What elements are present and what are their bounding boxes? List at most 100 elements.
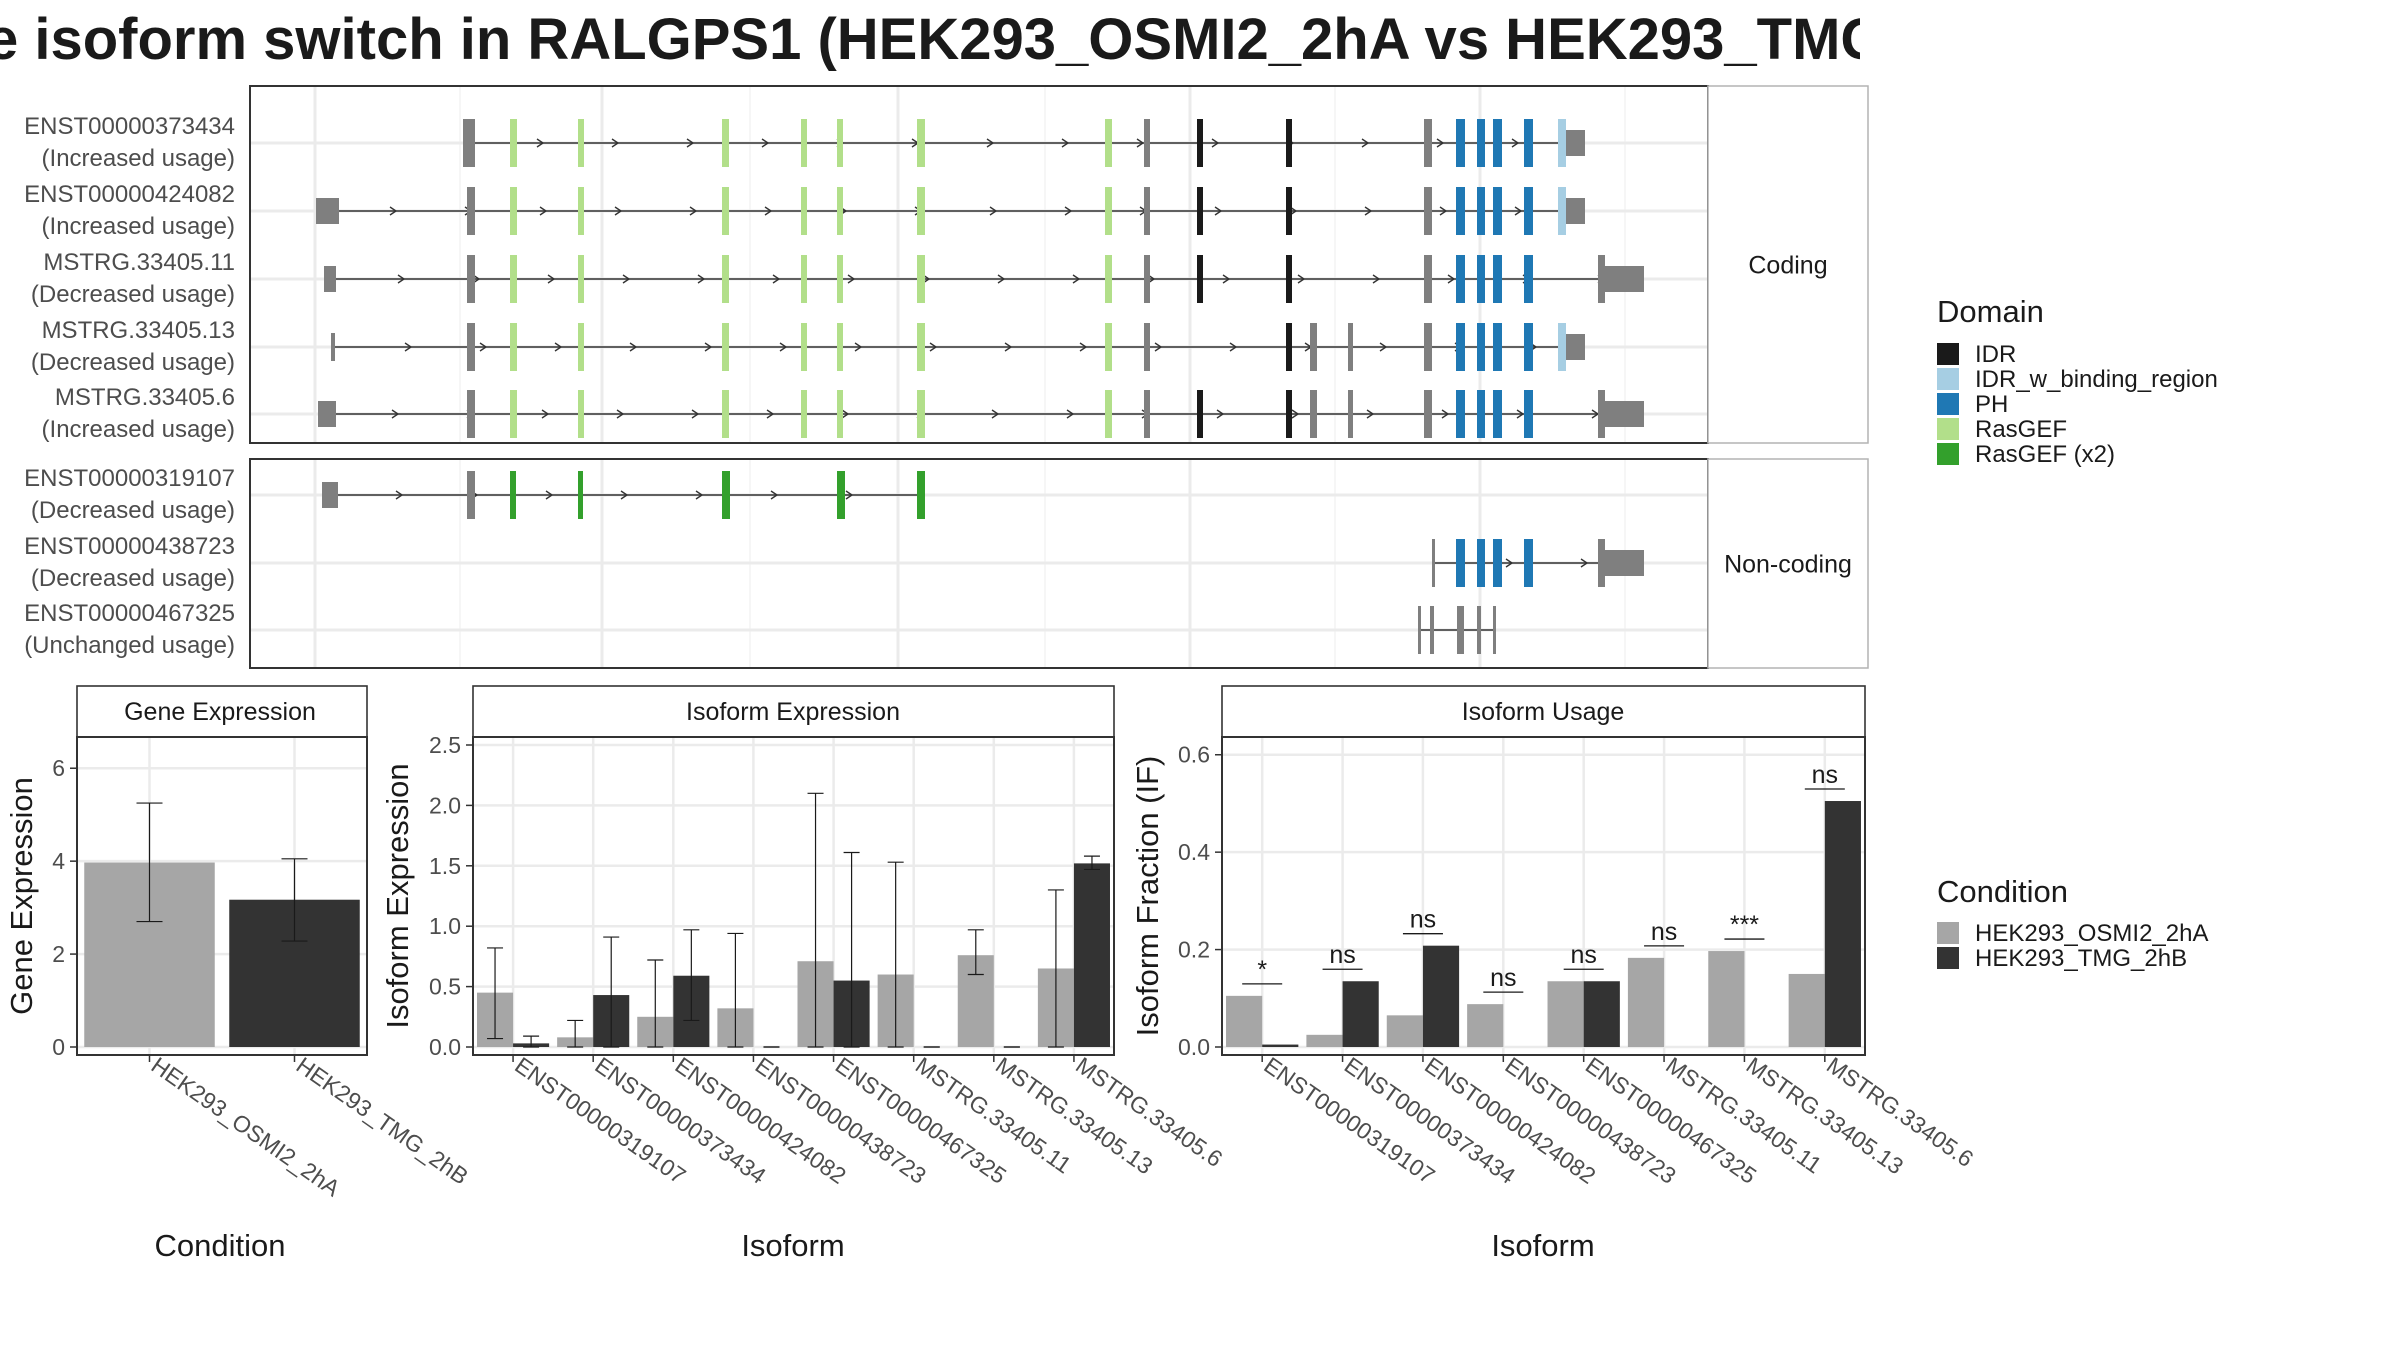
exon [318, 401, 336, 427]
domain-exon [722, 255, 729, 303]
significance-label: ns [1410, 906, 1436, 934]
domain-exon [837, 323, 843, 371]
domain-exon [1493, 539, 1502, 587]
exon [1144, 187, 1150, 235]
y-tick-label: 4 [52, 848, 65, 874]
domain-exon [837, 390, 843, 438]
isoform-row-label: ENST00000319107 [24, 465, 235, 492]
domain-exon [1524, 390, 1533, 438]
intron-arrow [1066, 409, 1075, 419]
y-tick-label: 0.0 [429, 1034, 461, 1060]
domain-exon [578, 323, 584, 371]
exon [1604, 550, 1644, 576]
intron-arrow [404, 342, 413, 352]
domain-exon [510, 471, 516, 519]
intron-arrow [772, 274, 781, 284]
facet-label: Non-coding [1724, 551, 1852, 579]
domain-exon [1477, 119, 1485, 167]
exon [1424, 390, 1432, 438]
exon [1310, 390, 1317, 438]
isoform-usage-label: (Increased usage) [42, 213, 235, 240]
intron-arrow [1514, 206, 1523, 216]
x-axis-title: Condition [155, 1228, 286, 1263]
facet-strip-1 [1707, 458, 1869, 669]
intron-arrow [989, 206, 998, 216]
domain-exon [1493, 323, 1502, 371]
y-tick-label: 0 [52, 1034, 65, 1060]
panel-strip-2 [1221, 685, 1866, 738]
intron-arrow [997, 274, 1006, 284]
isoform-row-label: ENST00000424082 [24, 181, 235, 208]
domain-exon [801, 187, 807, 235]
exon [467, 119, 475, 167]
intron-arrow [1372, 274, 1381, 284]
y-tick-label: 2.5 [429, 732, 461, 758]
domain-exon [1493, 255, 1502, 303]
intron-arrow [854, 342, 863, 352]
exon [467, 187, 475, 235]
domain-exon [1456, 539, 1465, 587]
domain-exon [1286, 390, 1292, 438]
intron-arrow [620, 490, 629, 500]
bar [1386, 1015, 1423, 1047]
significance-label: ns [1329, 941, 1355, 969]
page-title-text: e isoform switch in RALGPS1 (HEK293_OSMI… [0, 7, 1860, 72]
domain-exon [1197, 187, 1203, 235]
domain-exon [722, 187, 729, 235]
exon [467, 255, 475, 303]
intron-arrow [554, 342, 563, 352]
bar [1627, 957, 1665, 1047]
y-tick-label: 6 [52, 755, 65, 781]
exon [1144, 255, 1150, 303]
bar [1342, 981, 1379, 1047]
domain-exon [1286, 323, 1292, 371]
exon [1348, 390, 1353, 438]
isoform-row-label: MSTRG.33405.11 [43, 249, 235, 276]
intron-arrow [1136, 138, 1145, 148]
domain-exon [801, 119, 807, 167]
exon [1424, 187, 1432, 235]
domain-exon [1477, 539, 1485, 587]
domain-exon [917, 255, 925, 303]
intron-arrow [629, 342, 638, 352]
domain-exon [1105, 119, 1112, 167]
domain-exon [1477, 187, 1485, 235]
domain-exon [1456, 255, 1465, 303]
intron-arrow [986, 138, 995, 148]
y-axis-title: Isoform Fraction (IF) [1130, 756, 1165, 1037]
bar [1788, 973, 1825, 1047]
exon [1310, 323, 1317, 371]
isoform-usage-label: (Decreased usage) [31, 349, 235, 376]
bar [1306, 1034, 1343, 1047]
domain-exon [578, 119, 584, 167]
exon [1430, 606, 1434, 654]
domain-exon [578, 390, 584, 438]
domain-exon [801, 323, 807, 371]
y-tick-label: 1.0 [429, 913, 461, 939]
intron-arrow [991, 409, 1000, 419]
domain-exon [1477, 323, 1485, 371]
domain-exon [1524, 539, 1533, 587]
panel-plot-area-2 [1221, 736, 1866, 1056]
significance-label: ns [1651, 918, 1677, 946]
domain-exon [1524, 119, 1533, 167]
y-tick-label: 0.6 [1178, 742, 1210, 768]
intron-arrow [1154, 342, 1163, 352]
intron-arrow [1211, 138, 1220, 148]
page-title: e isoform switch in RALGPS1 (HEK293_OSMI… [0, 0, 1860, 80]
intron-arrow [541, 409, 550, 419]
bar [1262, 1044, 1299, 1047]
domain-exon [917, 119, 925, 167]
exon [1424, 119, 1432, 167]
domain-exon [837, 119, 843, 167]
exon [1477, 606, 1481, 654]
exon [1493, 606, 1496, 654]
domain-exon [917, 390, 925, 438]
exon [1598, 539, 1605, 587]
domain-exon [722, 390, 729, 438]
bar [1467, 1004, 1504, 1047]
isoform-usage-label: (Increased usage) [42, 145, 235, 172]
domain-exon [1558, 119, 1566, 167]
domain-exon [722, 471, 730, 519]
significance-label: * [1257, 956, 1267, 984]
